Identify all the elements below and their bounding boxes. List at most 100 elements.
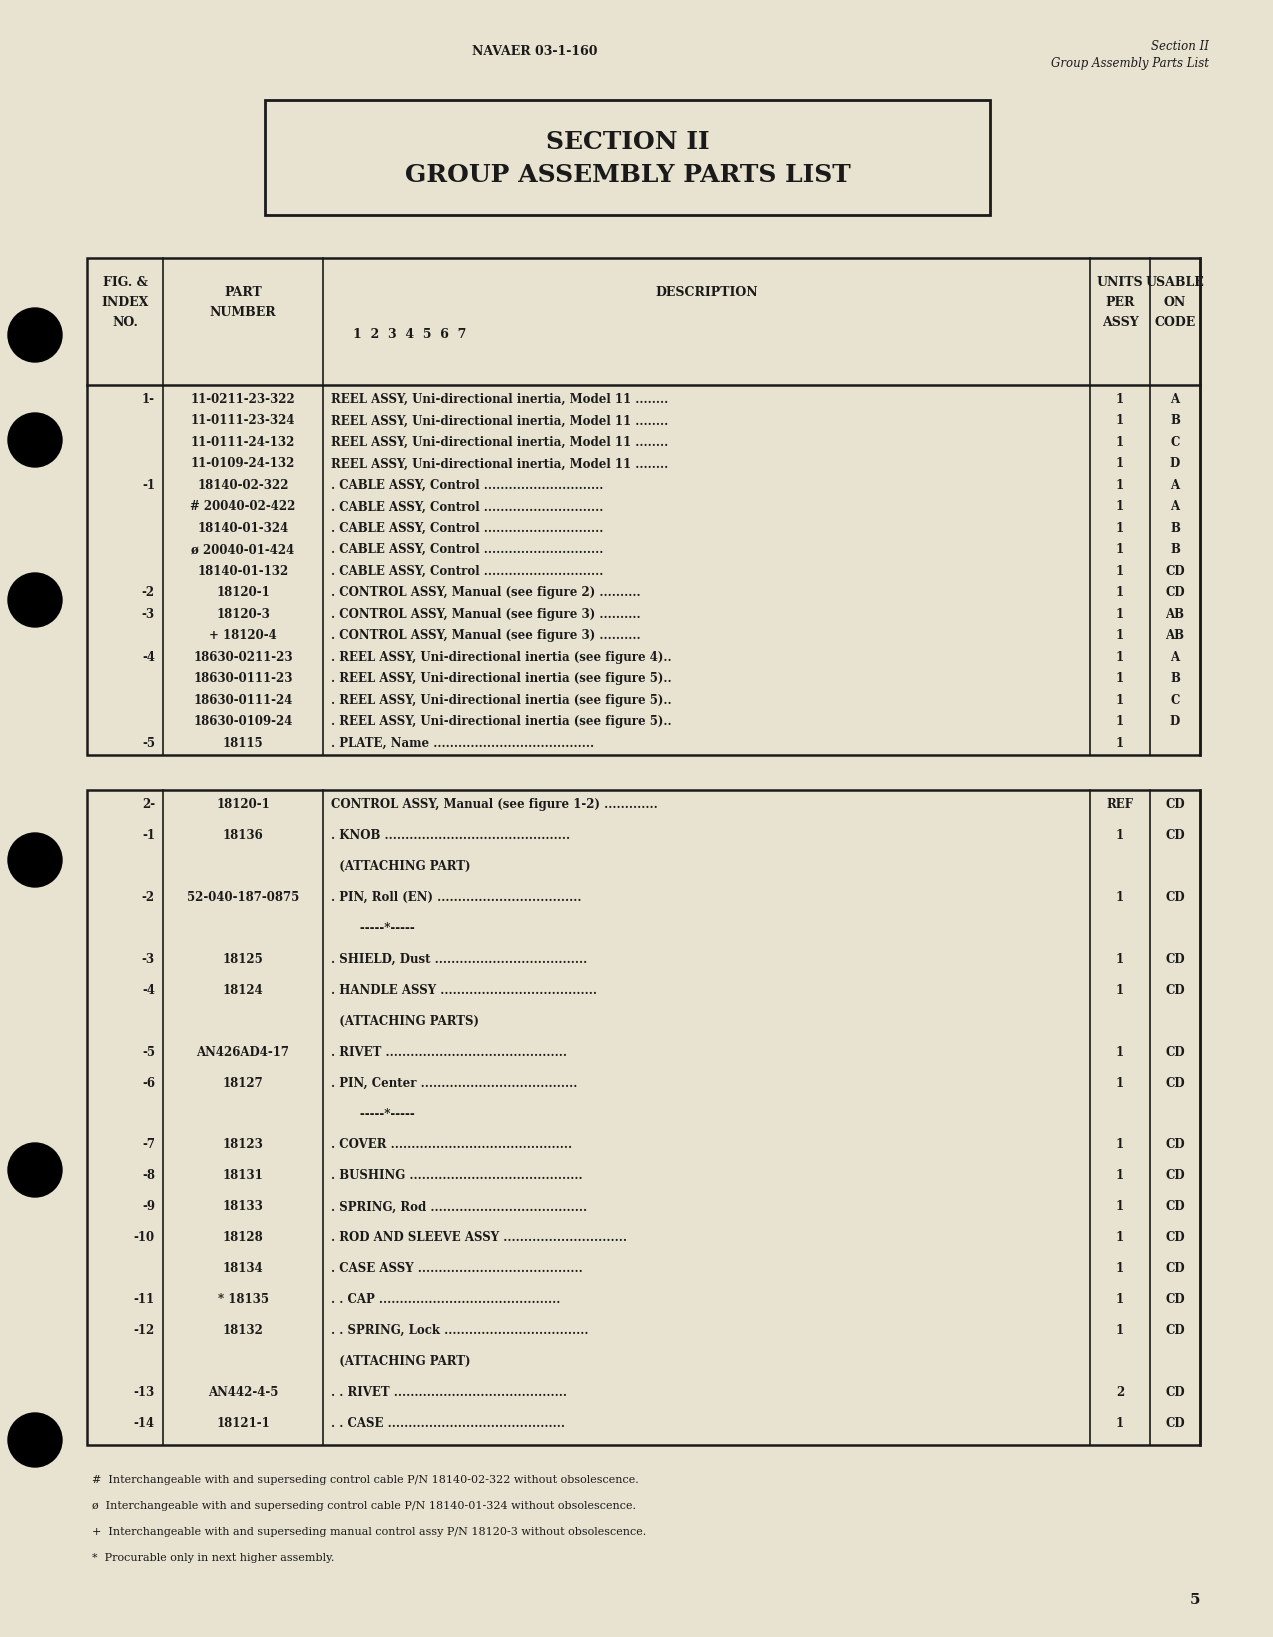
Text: 1: 1 (1116, 1046, 1124, 1059)
Text: 1: 1 (1116, 828, 1124, 841)
Bar (265, 100, 990, 214)
Text: . . SPRING, Lock ...................................: . . SPRING, Lock .......................… (331, 1324, 588, 1337)
Text: . SPRING, Rod ......................................: . SPRING, Rod ..........................… (331, 1200, 587, 1213)
Text: CD: CD (1165, 797, 1185, 810)
Text: 11-0109-24-132: 11-0109-24-132 (191, 457, 295, 470)
Text: SECTION II: SECTION II (546, 129, 709, 154)
Text: 1: 1 (1116, 1169, 1124, 1182)
Text: CD: CD (1165, 586, 1185, 599)
Text: -10: -10 (134, 1231, 155, 1244)
Text: 18136: 18136 (223, 828, 264, 841)
Text: CD: CD (1165, 1231, 1185, 1244)
Text: A: A (1170, 650, 1180, 663)
Text: CD: CD (1165, 953, 1185, 966)
Text: 1: 1 (1116, 414, 1124, 427)
Text: AB: AB (1166, 607, 1184, 620)
Text: 18630-0211-23: 18630-0211-23 (193, 650, 293, 663)
Text: AN442-4-5: AN442-4-5 (207, 1387, 279, 1400)
Text: 1: 1 (1116, 650, 1124, 663)
Text: 18140-02-322: 18140-02-322 (197, 480, 289, 491)
Text: -3: -3 (141, 953, 155, 966)
Text: B: B (1170, 414, 1180, 427)
Text: 1: 1 (1116, 457, 1124, 470)
Text: #  Interchangeable with and superseding control cable P/N 18140-02-322 without o: # Interchangeable with and superseding c… (92, 1475, 639, 1485)
Text: UNITS: UNITS (1096, 277, 1143, 290)
Text: 18140-01-324: 18140-01-324 (197, 522, 289, 535)
Text: 18131: 18131 (223, 1169, 264, 1182)
Text: -7: -7 (143, 1138, 155, 1151)
Text: 1: 1 (1116, 1418, 1124, 1431)
Text: C: C (1170, 435, 1180, 449)
Text: . REEL ASSY, Uni-directional inertia (see figure 5)..: . REEL ASSY, Uni-directional inertia (se… (331, 694, 672, 707)
Text: 18120-1: 18120-1 (216, 797, 270, 810)
Text: . CABLE ASSY, Control .............................: . CABLE ASSY, Control ..................… (331, 501, 603, 514)
Text: +  Interchangeable with and superseding manual control assy P/N 18120-3 without : + Interchangeable with and superseding m… (92, 1527, 647, 1537)
Text: 18132: 18132 (223, 1324, 264, 1337)
Text: . CABLE ASSY, Control .............................: . CABLE ASSY, Control ..................… (331, 480, 603, 491)
Text: INDEX: INDEX (102, 296, 149, 309)
Text: 1: 1 (1116, 501, 1124, 514)
Text: . RIVET ............................................: . RIVET ................................… (331, 1046, 566, 1059)
Text: 1: 1 (1116, 629, 1124, 642)
Text: CD: CD (1165, 891, 1185, 904)
Text: CD: CD (1165, 1169, 1185, 1182)
Text: CD: CD (1165, 984, 1185, 997)
Text: -11: -11 (134, 1293, 155, 1306)
Text: 1: 1 (1116, 480, 1124, 491)
Text: . BUSHING ..........................................: . BUSHING ..............................… (331, 1169, 583, 1182)
Text: . PLATE, Name .......................................: . PLATE, Name ..........................… (331, 737, 594, 750)
Text: 1: 1 (1116, 673, 1124, 686)
Circle shape (8, 833, 62, 887)
Text: 18120-3: 18120-3 (216, 607, 270, 620)
Text: + 18120-4: + 18120-4 (209, 629, 276, 642)
Text: . . CASE ...........................................: . . CASE ...............................… (331, 1418, 565, 1431)
Text: . . RIVET ..........................................: . . RIVET ..............................… (331, 1387, 566, 1400)
Text: CD: CD (1165, 1387, 1185, 1400)
Text: CONTROL ASSY, Manual (see figure 1-2) .............: CONTROL ASSY, Manual (see figure 1-2) ..… (331, 797, 658, 810)
Text: CD: CD (1165, 1418, 1185, 1431)
Text: -13: -13 (134, 1387, 155, 1400)
Text: . CABLE ASSY, Control .............................: . CABLE ASSY, Control ..................… (331, 522, 603, 535)
Text: 1: 1 (1116, 435, 1124, 449)
Text: CD: CD (1165, 1324, 1185, 1337)
Text: -4: -4 (143, 650, 155, 663)
Text: . CONTROL ASSY, Manual (see figure 3) ..........: . CONTROL ASSY, Manual (see figure 3) ..… (331, 607, 640, 620)
Text: AN426AD4-17: AN426AD4-17 (196, 1046, 289, 1059)
Text: 1  2  3  4  5  6  7: 1 2 3 4 5 6 7 (353, 327, 466, 340)
Text: B: B (1170, 522, 1180, 535)
Text: REF: REF (1106, 797, 1133, 810)
Text: 1: 1 (1116, 737, 1124, 750)
Text: -5: -5 (143, 737, 155, 750)
Text: . REEL ASSY, Uni-directional inertia (see figure 5)..: . REEL ASSY, Uni-directional inertia (se… (331, 673, 672, 686)
Text: Group Assembly Parts List: Group Assembly Parts List (1051, 57, 1209, 70)
Text: -12: -12 (134, 1324, 155, 1337)
Circle shape (8, 1413, 62, 1467)
Text: 1: 1 (1116, 984, 1124, 997)
Text: A: A (1170, 501, 1180, 514)
Text: PER: PER (1105, 296, 1134, 309)
Text: 1: 1 (1116, 565, 1124, 578)
Text: 1: 1 (1116, 953, 1124, 966)
Text: . COVER ............................................: . COVER ................................… (331, 1138, 572, 1151)
Text: . HANDLE ASSY ......................................: . HANDLE ASSY ..........................… (331, 984, 597, 997)
Text: 5: 5 (1189, 1593, 1200, 1608)
Text: 18630-0111-23: 18630-0111-23 (193, 673, 293, 686)
Text: CD: CD (1165, 828, 1185, 841)
Text: ø  Interchangeable with and superseding control cable P/N 18140-01-324 without o: ø Interchangeable with and superseding c… (92, 1501, 636, 1511)
Text: 1: 1 (1116, 1293, 1124, 1306)
Text: CD: CD (1165, 1046, 1185, 1059)
Text: . ROD AND SLEEVE ASSY ..............................: . ROD AND SLEEVE ASSY ..................… (331, 1231, 628, 1244)
Text: . SHIELD, Dust .....................................: . SHIELD, Dust .........................… (331, 953, 587, 966)
Text: CODE: CODE (1155, 316, 1195, 329)
Text: D: D (1170, 457, 1180, 470)
Text: DESCRIPTION: DESCRIPTION (656, 286, 757, 300)
Text: D: D (1170, 715, 1180, 728)
Text: -5: -5 (143, 1046, 155, 1059)
Text: -1: -1 (143, 480, 155, 491)
Text: 18115: 18115 (223, 737, 264, 750)
Text: 1: 1 (1116, 1138, 1124, 1151)
Text: (ATTACHING PARTS): (ATTACHING PARTS) (331, 1015, 479, 1028)
Text: NUMBER: NUMBER (210, 306, 276, 319)
Circle shape (8, 413, 62, 467)
Text: . CONTROL ASSY, Manual (see figure 2) ..........: . CONTROL ASSY, Manual (see figure 2) ..… (331, 586, 640, 599)
